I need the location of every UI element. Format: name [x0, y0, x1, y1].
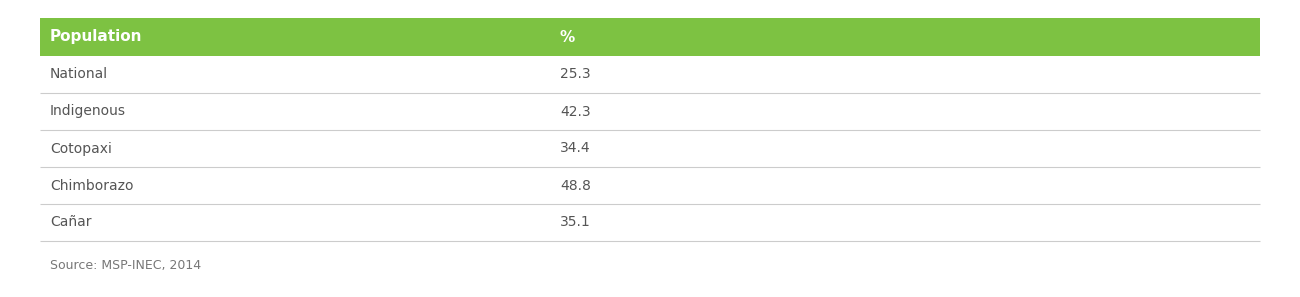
Text: National: National	[49, 67, 108, 81]
Text: 42.3: 42.3	[560, 105, 590, 119]
Text: Source: MSP-INEC, 2014: Source: MSP-INEC, 2014	[49, 259, 202, 272]
Text: Population: Population	[49, 29, 143, 45]
Text: Cañar: Cañar	[49, 216, 91, 230]
Text: %: %	[560, 29, 575, 45]
Text: Indigenous: Indigenous	[49, 105, 126, 119]
Text: 35.1: 35.1	[560, 216, 590, 230]
Text: Cotopaxi: Cotopaxi	[49, 141, 112, 156]
Text: 48.8: 48.8	[560, 178, 592, 192]
Text: 34.4: 34.4	[560, 141, 590, 156]
Text: Chimborazo: Chimborazo	[49, 178, 134, 192]
Bar	[40, 18, 1260, 56]
Text: 25.3: 25.3	[560, 67, 590, 81]
